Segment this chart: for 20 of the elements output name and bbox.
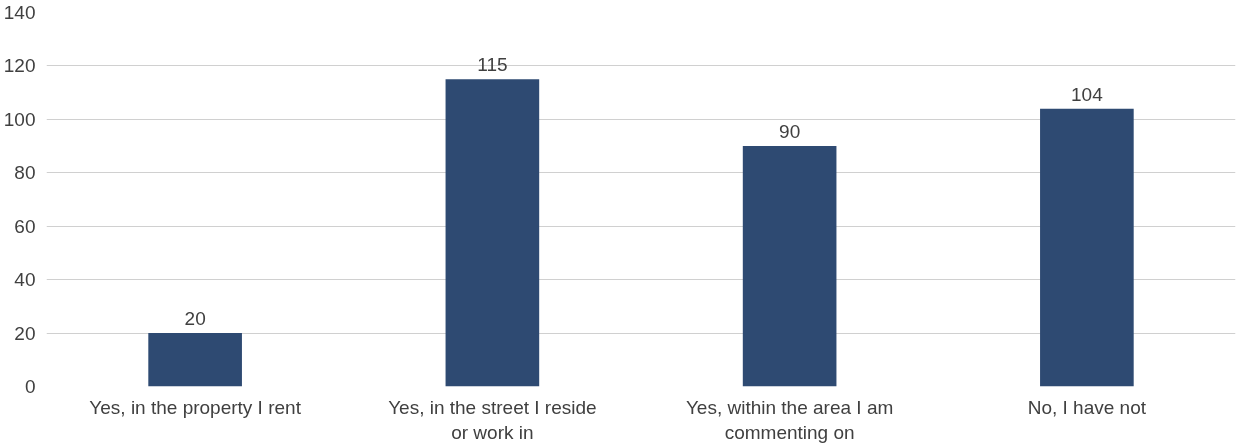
y-tick-label: 80 [14, 162, 36, 184]
y-tick-label: 100 [3, 108, 36, 130]
bar [742, 146, 837, 387]
data-label: 104 [1071, 83, 1104, 105]
bar [445, 79, 540, 387]
x-tick-label: Yes, in the property I rent [89, 396, 302, 418]
y-tick-label: 60 [14, 215, 36, 237]
bar [1040, 108, 1134, 387]
y-tick-label: 0 [24, 376, 36, 397]
data-label: 90 [779, 121, 801, 143]
x-tick-label: Yes, in the street I reside or work in [388, 396, 597, 443]
y-tick-label: 40 [14, 269, 36, 291]
x-tick-label: No, I have not [1027, 396, 1147, 418]
data-label: 115 [477, 54, 508, 76]
y-tick-label: 140 [3, 2, 36, 23]
data-label: 20 [184, 308, 206, 330]
y-tick-label: 120 [3, 55, 36, 77]
bar [148, 333, 242, 387]
y-tick-label: 20 [14, 322, 36, 344]
x-tick-label: Yes, within the area I am commenting on [685, 396, 894, 443]
